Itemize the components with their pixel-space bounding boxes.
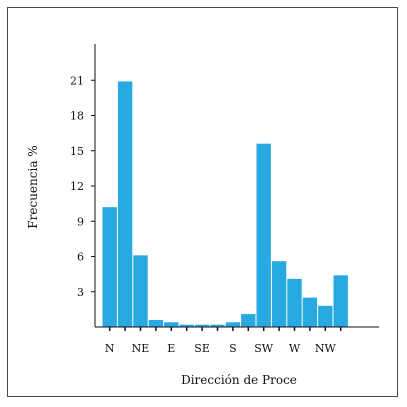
bar-ESE xyxy=(179,324,194,327)
chart-frame xyxy=(7,7,398,397)
x-tick-label: NE xyxy=(132,342,150,355)
bar-SSE xyxy=(210,324,225,327)
y-tick-label: 9 xyxy=(77,215,84,228)
bars-group xyxy=(102,81,348,327)
x-tick-label: SW xyxy=(254,342,274,355)
x-tick-label: S xyxy=(229,342,237,355)
bar-WNW xyxy=(302,297,318,327)
x-axis-title: Dirección de Proce xyxy=(181,373,297,387)
bar-NNE xyxy=(117,81,133,327)
y-tick-label: 12 xyxy=(70,180,84,193)
bar-NW xyxy=(318,305,333,327)
bar-ENE xyxy=(148,319,164,327)
bar-E xyxy=(164,322,179,327)
y-tick-label: 21 xyxy=(70,74,84,87)
x-tick-label: E xyxy=(167,342,175,355)
x-tick-label: SE xyxy=(194,342,210,355)
x-tick-label: NW xyxy=(315,342,337,355)
bar-W xyxy=(287,278,302,327)
bar-NNW xyxy=(333,275,348,327)
x-tick-label: N xyxy=(105,342,115,355)
bar-S xyxy=(225,322,241,327)
y-tick-label: 15 xyxy=(70,145,84,158)
x-tick-label: W xyxy=(289,342,301,355)
y-tick-label: 18 xyxy=(70,110,84,123)
axes-group: 3 6 9 12 15 18 21 N NE E SE S SW W NW xyxy=(70,44,379,355)
y-tick-label: 6 xyxy=(77,251,84,264)
bar-SE xyxy=(194,324,210,327)
bar-WSW xyxy=(271,261,287,327)
y-tick-label: 3 xyxy=(77,286,84,299)
bar-SSW xyxy=(241,314,256,327)
bar-N xyxy=(102,207,117,327)
y-axis-title: Frecuencia % xyxy=(26,145,40,228)
bar-NE xyxy=(133,255,148,327)
bar-SW xyxy=(256,143,271,327)
